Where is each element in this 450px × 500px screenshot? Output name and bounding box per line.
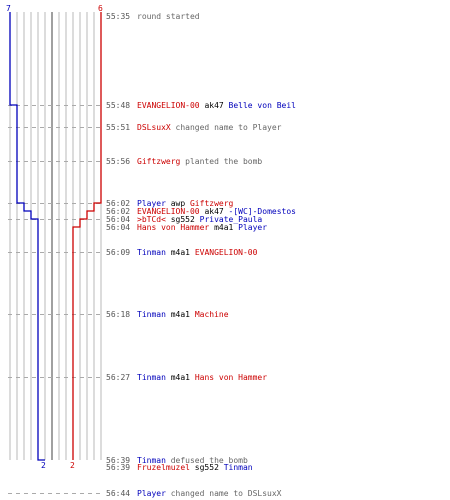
event-text: Tinman m4a1 Machine <box>137 310 229 319</box>
red-player-name: Hans von Hammer <box>190 373 267 382</box>
event-time: 56:09 <box>106 248 130 257</box>
event-text: Tinman m4a1 EVANGELION-00 <box>137 248 258 257</box>
event-text: EVANGELION-00 ak47 Belle von Beil <box>137 101 296 110</box>
event-message: planted the bomb <box>180 157 262 166</box>
red-player-name: Machine <box>190 310 229 319</box>
weapon-name: awp <box>166 199 185 208</box>
event-row: 56:39 Fruzelmuzel sg552 Tinman <box>106 463 253 472</box>
event-time: 56:27 <box>106 373 130 382</box>
blue-player-name: Player <box>137 199 166 208</box>
event-message: round started <box>137 12 200 21</box>
event-text: Tinman defused the bomb <box>137 456 248 465</box>
event-text: Player awp Giftzwerg <box>137 199 234 208</box>
event-time: 55:35 <box>106 12 130 21</box>
blue-player-name: Tinman <box>219 463 253 472</box>
blue-player-name: Private_Paula <box>195 215 263 224</box>
weapon-name: sg552 <box>166 215 195 224</box>
red-start-count: 6 <box>98 4 103 13</box>
event-time: 55:48 <box>106 101 130 110</box>
weapon-name: ak47 <box>200 101 224 110</box>
event-text: DSLsuxX changed name to Player <box>137 123 282 132</box>
event-time: 56:02 <box>106 199 130 208</box>
weapon-name: m4a1 <box>166 373 190 382</box>
event-message: changed name to DSLsuxX <box>166 489 282 498</box>
red-player-name: Fruzelmuzel <box>137 463 190 472</box>
red-player-name: EVANGELION-00 <box>137 101 200 110</box>
event-text: EVANGELION-00 ak47 -[WC]-Domestos <box>137 207 296 216</box>
blue-end-count: 2 <box>41 461 46 470</box>
event-text: Tinman m4a1 Hans von Hammer <box>137 373 267 382</box>
event-time: 56:04 <box>106 215 130 224</box>
event-row: 56:39 Tinman defused the bomb <box>106 456 248 465</box>
blue-player-name: Belle von Beil <box>224 101 296 110</box>
blue-player-name: Player <box>137 489 166 498</box>
blue-player-name: Tinman <box>137 310 166 319</box>
weapon-name: m4a1 <box>166 248 190 257</box>
event-row: 56:18 Tinman m4a1 Machine <box>106 310 229 319</box>
event-time: 56:44 <box>106 489 130 498</box>
blue-player-name: Player <box>233 223 267 232</box>
event-row: 56:27 Tinman m4a1 Hans von Hammer <box>106 373 267 382</box>
blue-player-name: Tinman <box>137 373 166 382</box>
event-row: 55:56 Giftzwerg planted the bomb <box>106 157 262 166</box>
red-player-name: EVANGELION-00 <box>137 207 200 216</box>
event-row: 56:04 >bTCd< sg552 Private_Paula <box>106 215 262 224</box>
event-time: 55:51 <box>106 123 130 132</box>
event-time: 55:56 <box>106 157 130 166</box>
blue-start-count: 7 <box>6 4 11 13</box>
event-text: Player changed name to DSLsuxX <box>137 489 282 498</box>
weapon-name: m4a1 <box>209 223 233 232</box>
event-row: 55:35 round started <box>106 12 200 21</box>
blue-player-name: -[WC]-Domestos <box>224 207 296 216</box>
event-row: 56:44 Player changed name to DSLsuxX <box>106 489 282 498</box>
event-text: Fruzelmuzel sg552 Tinman <box>137 463 253 472</box>
event-row: 56:02 EVANGELION-00 ak47 -[WC]-Domestos <box>106 207 296 216</box>
event-text: Giftzwerg planted the bomb <box>137 157 262 166</box>
event-row: 55:48 EVANGELION-00 ak47 Belle von Beil <box>106 101 296 110</box>
event-message: changed name to Player <box>171 123 282 132</box>
red-player-name: Giftzwerg <box>185 199 233 208</box>
blue-player-name: Tinman <box>137 456 166 465</box>
event-message: defused the bomb <box>166 456 248 465</box>
red-player-name: EVANGELION-00 <box>190 248 258 257</box>
weapon-name: ak47 <box>200 207 224 216</box>
blue-player-name: Tinman <box>137 248 166 257</box>
red-end-count: 2 <box>70 461 75 470</box>
event-text: round started <box>137 12 200 21</box>
red-player-name: >bTCd< <box>137 215 166 224</box>
red-team-alive-line <box>72 12 102 460</box>
event-text: Hans von Hammer m4a1 Player <box>137 223 267 232</box>
event-time: 56:02 <box>106 207 130 216</box>
weapon-name: sg552 <box>190 463 219 472</box>
red-player-name: DSLsuxX <box>137 123 171 132</box>
weapon-name: m4a1 <box>166 310 190 319</box>
event-row: 56:09 Tinman m4a1 EVANGELION-00 <box>106 248 258 257</box>
event-time: 56:04 <box>106 223 130 232</box>
event-row: 56:04 Hans von Hammer m4a1 Player <box>106 223 267 232</box>
event-text: >bTCd< sg552 Private_Paula <box>137 215 262 224</box>
red-player-name: Hans von Hammer <box>137 223 209 232</box>
event-time: 56:39 <box>106 463 130 472</box>
event-time: 56:18 <box>106 310 130 319</box>
blue-team-alive-line <box>9 12 45 461</box>
event-row: 56:02 Player awp Giftzwerg <box>106 199 234 208</box>
event-row: 55:51 DSLsuxX changed name to Player <box>106 123 282 132</box>
event-time: 56:39 <box>106 456 130 465</box>
red-player-name: Giftzwerg <box>137 157 181 166</box>
